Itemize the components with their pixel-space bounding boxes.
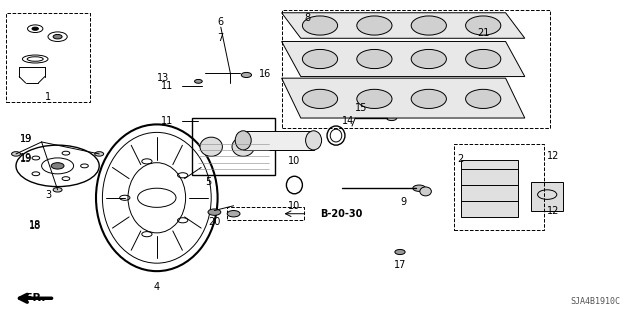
Text: 4: 4: [154, 282, 160, 292]
Ellipse shape: [302, 49, 338, 69]
Ellipse shape: [302, 16, 338, 35]
Circle shape: [95, 152, 104, 156]
Text: 2: 2: [458, 154, 464, 165]
Circle shape: [12, 152, 20, 156]
Circle shape: [53, 188, 62, 192]
Circle shape: [195, 79, 202, 83]
Text: 18: 18: [29, 220, 42, 230]
Circle shape: [387, 115, 397, 121]
Text: 1: 1: [45, 92, 51, 102]
Text: 20: 20: [208, 217, 221, 227]
Text: 7: 7: [218, 33, 224, 43]
Bar: [6, 13, 90, 102]
Bar: [461, 160, 518, 217]
Ellipse shape: [412, 49, 447, 69]
Ellipse shape: [412, 89, 447, 108]
Ellipse shape: [232, 137, 254, 156]
Text: 10: 10: [288, 156, 301, 166]
Text: 15: 15: [355, 103, 368, 114]
Polygon shape: [282, 78, 525, 118]
Text: 19: 19: [19, 154, 32, 165]
Text: 17: 17: [394, 260, 406, 270]
Ellipse shape: [200, 137, 223, 156]
Text: 13: 13: [157, 73, 170, 83]
Circle shape: [208, 209, 221, 215]
Text: 10: 10: [288, 201, 301, 211]
Circle shape: [395, 249, 405, 255]
Circle shape: [53, 34, 62, 39]
Circle shape: [241, 72, 252, 78]
Ellipse shape: [306, 131, 322, 150]
Polygon shape: [282, 13, 525, 38]
Text: B-20-30: B-20-30: [320, 209, 362, 219]
Text: 14: 14: [342, 116, 355, 126]
Text: 11: 11: [161, 81, 173, 91]
Text: FR.: FR.: [25, 293, 45, 303]
Ellipse shape: [466, 89, 501, 108]
Bar: [227, 207, 304, 220]
Text: 6: 6: [218, 17, 224, 27]
Text: 19: 19: [19, 134, 32, 144]
Polygon shape: [282, 41, 525, 77]
Text: SJA4B1910C: SJA4B1910C: [571, 297, 621, 306]
Ellipse shape: [236, 131, 252, 150]
Ellipse shape: [466, 16, 501, 35]
Circle shape: [32, 27, 38, 30]
Text: 5: 5: [205, 177, 211, 187]
Text: 9: 9: [400, 197, 406, 207]
Text: 3: 3: [45, 189, 51, 200]
Bar: [243, 131, 314, 150]
Ellipse shape: [357, 16, 392, 35]
Circle shape: [413, 185, 426, 191]
Text: 12: 12: [547, 151, 560, 161]
Text: 19: 19: [19, 134, 32, 144]
Text: 21: 21: [477, 28, 490, 39]
Text: 19: 19: [19, 153, 32, 163]
Ellipse shape: [412, 16, 447, 35]
Text: 11: 11: [161, 116, 173, 126]
Circle shape: [51, 163, 64, 169]
Text: 18: 18: [29, 221, 42, 232]
Circle shape: [227, 211, 240, 217]
Bar: [531, 182, 563, 211]
Ellipse shape: [466, 49, 501, 69]
Text: 12: 12: [547, 205, 560, 216]
Bar: [192, 118, 275, 175]
Ellipse shape: [420, 187, 431, 196]
Text: 8: 8: [304, 12, 310, 23]
Ellipse shape: [302, 89, 338, 108]
Ellipse shape: [357, 49, 392, 69]
Text: 16: 16: [259, 69, 271, 79]
Ellipse shape: [357, 89, 392, 108]
